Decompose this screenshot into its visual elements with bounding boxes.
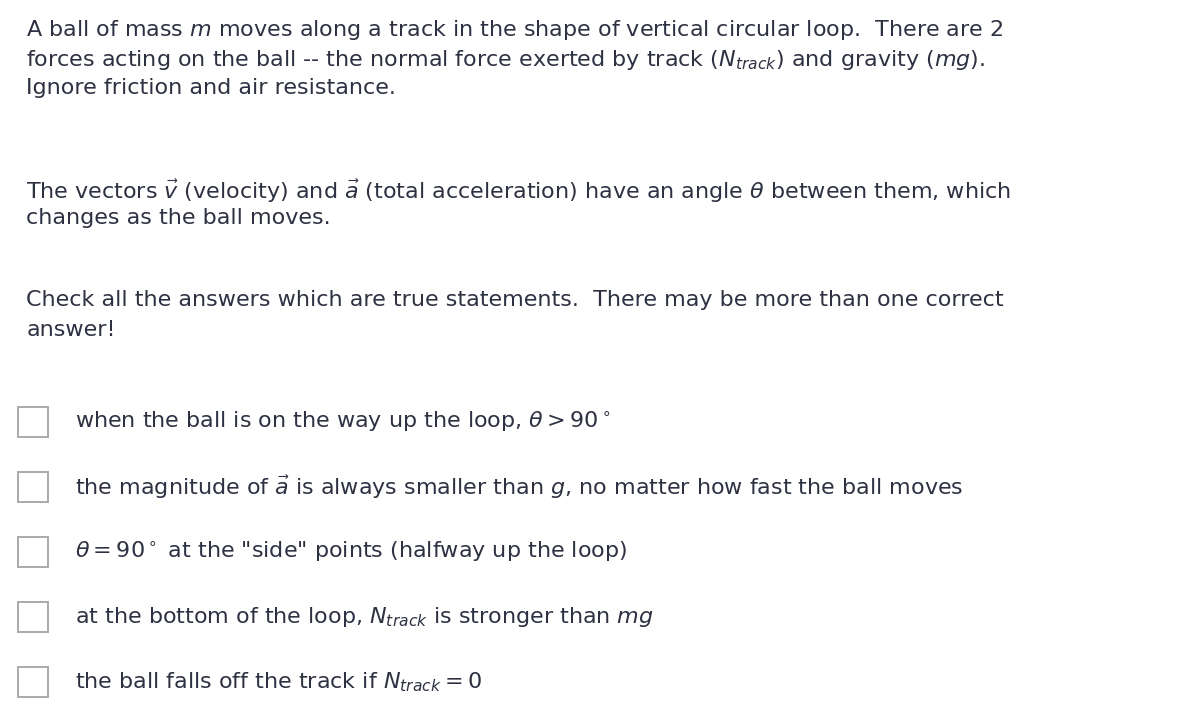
Text: the magnitude of $\vec{a}$ is always smaller than $g$, no matter how fast the ba: the magnitude of $\vec{a}$ is always sma… [74, 473, 964, 501]
Text: at the bottom of the loop, $N_{track}$ is stronger than $mg$: at the bottom of the loop, $N_{track}$ i… [74, 605, 654, 629]
Text: changes as the ball moves.: changes as the ball moves. [26, 208, 331, 228]
Text: forces acting on the ball -- the normal force exerted by track ($N_{track}$) and: forces acting on the ball -- the normal … [26, 48, 985, 72]
Text: $\theta = 90^\circ$ at the "side" points (halfway up the loop): $\theta = 90^\circ$ at the "side" points… [74, 540, 628, 564]
Text: when the ball is on the way up the loop, $\theta > 90^\circ$: when the ball is on the way up the loop,… [74, 409, 611, 435]
Text: answer!: answer! [26, 320, 116, 340]
FancyBboxPatch shape [18, 407, 48, 437]
FancyBboxPatch shape [18, 667, 48, 697]
FancyBboxPatch shape [18, 602, 48, 632]
Text: A ball of mass $m$ moves along a track in the shape of vertical circular loop.  : A ball of mass $m$ moves along a track i… [26, 18, 1003, 42]
Text: The vectors $\vec{v}$ (velocity) and $\vec{a}$ (total acceleration) have an angl: The vectors $\vec{v}$ (velocity) and $\v… [26, 178, 1012, 205]
Text: Ignore friction and air resistance.: Ignore friction and air resistance. [26, 78, 396, 98]
Text: the ball falls off the track if $N_{track} = 0$: the ball falls off the track if $N_{trac… [74, 670, 482, 694]
Text: Check all the answers which are true statements.  There may be more than one cor: Check all the answers which are true sta… [26, 290, 1004, 310]
FancyBboxPatch shape [18, 472, 48, 502]
FancyBboxPatch shape [18, 537, 48, 567]
